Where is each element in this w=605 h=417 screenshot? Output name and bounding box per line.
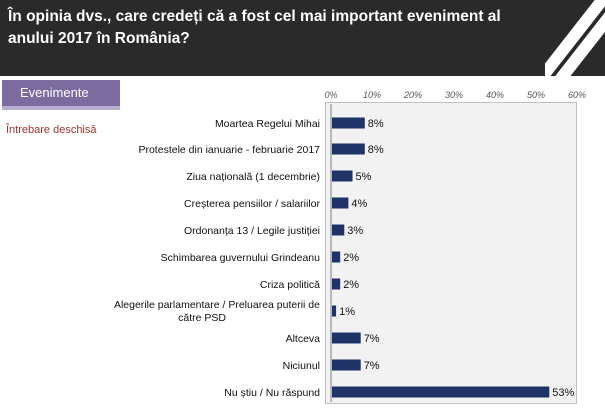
category-label: Altceva (286, 333, 321, 345)
bar (332, 170, 353, 182)
data-label: 7% (364, 333, 380, 345)
data-label: 5% (356, 171, 372, 183)
bar (332, 386, 550, 398)
category-label: Ziua națională (1 decembrie) (186, 171, 320, 183)
x-tick-label: 0% (324, 90, 337, 100)
bar (332, 117, 365, 129)
plot-area (325, 102, 577, 404)
bar (332, 278, 341, 290)
x-tick-label: 20% (403, 90, 422, 100)
bar (332, 143, 365, 155)
category-label: Nu știu / Nu răspund (224, 387, 320, 399)
bar (332, 305, 337, 317)
x-tick-label: 30% (445, 90, 463, 100)
data-label: 8% (368, 118, 384, 130)
bar (332, 359, 361, 371)
data-label: 2% (343, 279, 359, 291)
category-label: Ordonanța 13 / Legile justiției (184, 225, 320, 237)
data-label: 1% (339, 306, 355, 318)
data-label: 7% (364, 360, 380, 372)
question-note: Întrebare deschisă (6, 124, 97, 136)
x-tick-label: 40% (486, 90, 504, 100)
category-label: Creșterea pensiilor / salariilor (184, 198, 320, 210)
category-label: Protestele din ianuarie - februarie 2017 (138, 144, 320, 156)
category-label: Schimbarea guvernului Grindeanu (161, 252, 321, 264)
data-label: 53% (552, 387, 574, 399)
x-tick-label: 50% (527, 90, 545, 100)
bar (332, 332, 361, 344)
data-label: 2% (343, 252, 359, 264)
header-bar: În opinia dvs., care credeți că a fost c… (0, 0, 605, 76)
category-label: Alegerile parlamentare / Preluarea puter… (114, 299, 320, 324)
bar (332, 197, 349, 209)
bar (332, 224, 345, 236)
category-label: Criza politică (260, 279, 320, 291)
data-label: 8% (368, 144, 384, 156)
x-tick-label: 60% (568, 90, 586, 100)
chart-title: În opinia dvs., care credeți că a fost c… (8, 8, 501, 47)
tab-underline (2, 106, 120, 110)
category-label: Moartea Regelui Mihai (215, 118, 320, 130)
data-label: 4% (351, 198, 367, 210)
data-label: 3% (347, 225, 363, 237)
x-tick-label: 10% (363, 90, 381, 100)
bar (332, 251, 341, 263)
tab-evenimente: Evenimente (2, 80, 120, 106)
category-label: Niciunul (283, 360, 320, 372)
